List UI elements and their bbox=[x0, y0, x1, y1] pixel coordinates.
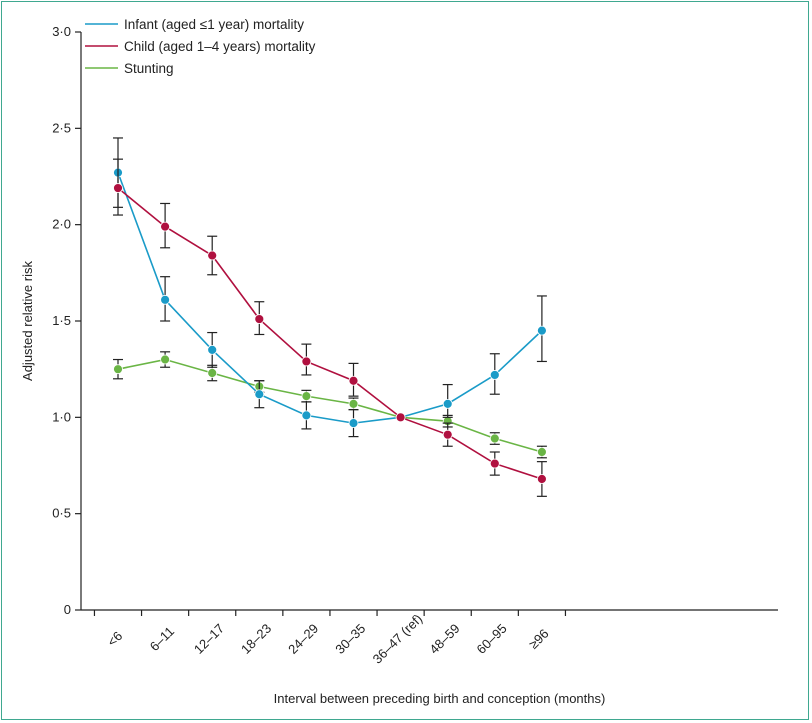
data-point bbox=[160, 354, 171, 365]
legend-item: Child (aged 1–4 years) mortality bbox=[85, 39, 316, 54]
y-tick-label: 0 bbox=[64, 602, 71, 617]
data-point bbox=[395, 412, 406, 423]
y-tick-label: 0·5 bbox=[52, 506, 71, 521]
x-tick-label: 18–23 bbox=[238, 621, 274, 657]
x-tick-label: 12–17 bbox=[191, 621, 227, 657]
y-tick-label: 3·0 bbox=[52, 24, 71, 39]
data-point bbox=[254, 314, 265, 324]
x-ticks: <6 6–11 12–17 18–23 24–29 30–35 36–47 (ref) 48–… bbox=[93, 610, 567, 667]
data-point bbox=[537, 325, 547, 336]
data-point bbox=[254, 389, 265, 400]
data-point bbox=[160, 221, 171, 232]
legend-label: Stunting bbox=[124, 61, 174, 76]
series-1 bbox=[113, 158, 547, 497]
series-line bbox=[117, 358, 543, 453]
data-point bbox=[207, 368, 218, 378]
data-point bbox=[537, 474, 547, 484]
x-tick-label: 48–59 bbox=[426, 621, 462, 657]
y-tick-label: 2·0 bbox=[52, 217, 71, 232]
data-point bbox=[301, 391, 312, 402]
y-tick-label: 1·5 bbox=[52, 313, 71, 328]
series-layer bbox=[113, 137, 547, 497]
x-tick-label: 60–95 bbox=[474, 621, 510, 657]
data-point bbox=[348, 398, 359, 409]
x-tick-label: 36–47 (ref) bbox=[370, 611, 426, 667]
data-point bbox=[348, 375, 359, 386]
data-point bbox=[160, 294, 171, 305]
x-tick-label: ≥96 bbox=[526, 626, 552, 652]
data-point bbox=[489, 458, 500, 469]
axes: 0 0·5 1·0 1·5 2·0 2·5 3·0 <6 6–11 12–17 18–23 24–2… bbox=[52, 24, 778, 667]
y-axis-title: Adjusted relative risk bbox=[20, 261, 35, 381]
y-tick-label: 2·5 bbox=[52, 120, 71, 135]
data-point bbox=[489, 370, 500, 380]
data-point bbox=[113, 364, 123, 375]
series-0 bbox=[113, 137, 547, 438]
x-tick-label: 6–11 bbox=[147, 624, 177, 654]
y-tick-label: 1·0 bbox=[52, 409, 71, 424]
data-point bbox=[301, 410, 312, 421]
data-point bbox=[207, 344, 218, 355]
data-point bbox=[207, 250, 218, 261]
data-point bbox=[113, 183, 123, 193]
x-tick-label: 24–29 bbox=[285, 621, 321, 657]
legend-label: Infant (aged ≤1 year) mortality bbox=[124, 17, 304, 32]
legend-item: Infant (aged ≤1 year) mortality bbox=[85, 17, 304, 32]
data-point bbox=[537, 447, 547, 457]
legend-label: Child (aged 1–4 years) mortality bbox=[124, 39, 316, 54]
series-line bbox=[117, 187, 543, 480]
x-tick-label: 30–35 bbox=[332, 621, 368, 657]
x-axis-title: Interval between preceding birth and con… bbox=[274, 691, 606, 706]
data-point bbox=[442, 398, 453, 409]
series-line bbox=[117, 172, 543, 424]
y-ticks: 0 0·5 1·0 1·5 2·0 2·5 3·0 bbox=[52, 24, 81, 617]
data-point bbox=[442, 429, 453, 440]
series-2 bbox=[113, 351, 547, 459]
x-tick-label: <6 bbox=[104, 628, 125, 649]
data-point bbox=[348, 418, 359, 429]
data-point bbox=[489, 433, 500, 444]
legend-item: Stunting bbox=[85, 61, 174, 76]
data-point bbox=[301, 356, 312, 367]
legend: Infant (aged ≤1 year) mortality Child (ag… bbox=[85, 17, 316, 76]
